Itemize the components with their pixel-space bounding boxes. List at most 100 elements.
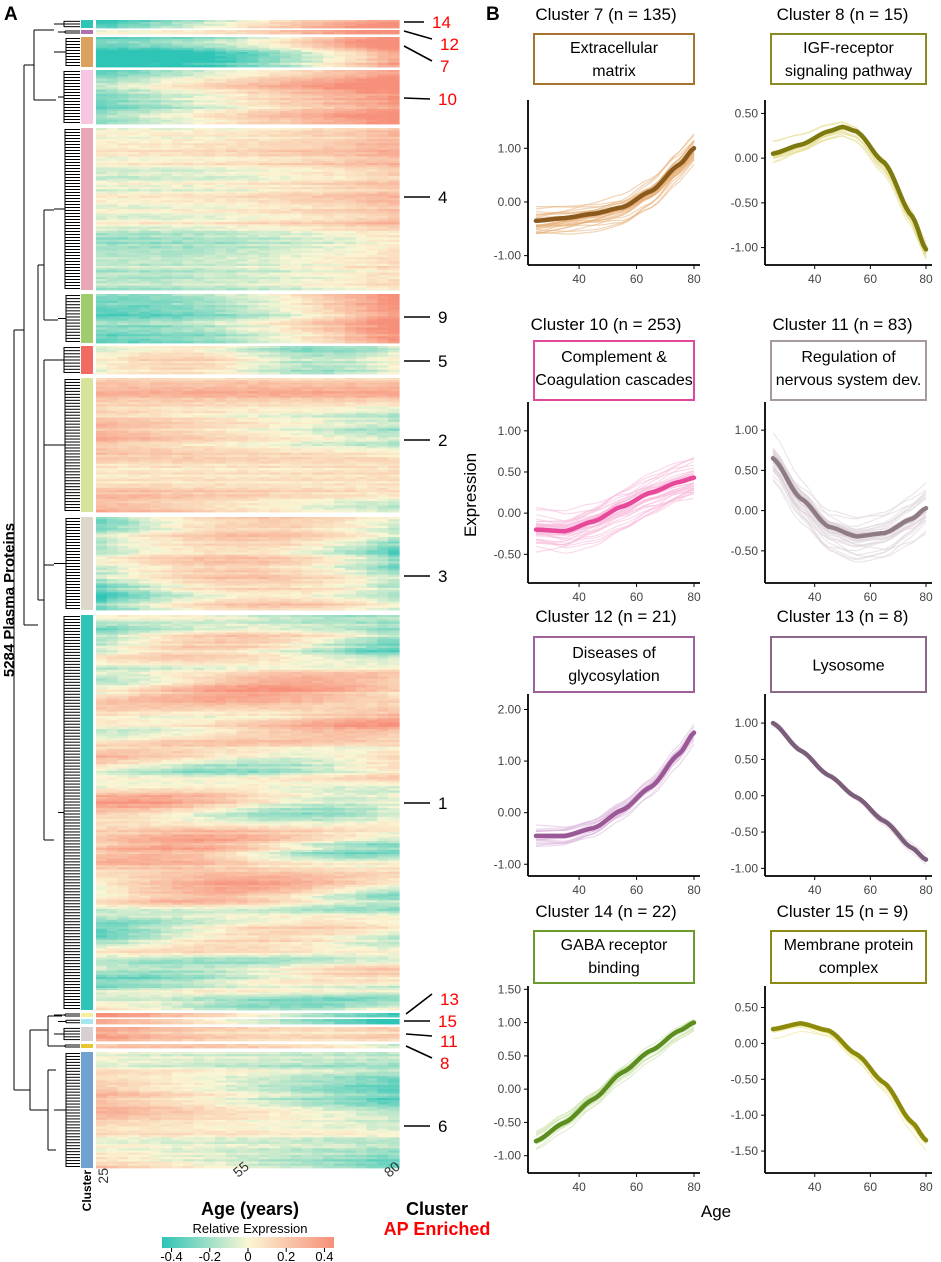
- heatmap-cell: [182, 111, 194, 114]
- heatmap-cell: [334, 62, 346, 66]
- heatmap-cell: [355, 367, 368, 371]
- heatmap-cell: [269, 145, 281, 149]
- heatmap-cell: [96, 20, 108, 23]
- heatmap-cell: [193, 239, 205, 243]
- heatmap-cell: [312, 246, 324, 249]
- heatmap-cell: [117, 52, 130, 55]
- heatmap-cell: [247, 384, 259, 388]
- heatmap-cell: [355, 176, 368, 179]
- heatmap-cell: [290, 259, 303, 262]
- heatmap-cell: [247, 350, 259, 353]
- heatmap-cell: [215, 235, 227, 238]
- heatmap-cell: [301, 224, 314, 227]
- heatmap-cell: [388, 215, 400, 219]
- heatmap-cell: [258, 95, 270, 99]
- heatmap-cell: [117, 149, 130, 153]
- heatmap-cell: [117, 202, 130, 206]
- heatmap-cell: [355, 85, 368, 88]
- heatmap-cell: [128, 384, 140, 388]
- heatmap-cell: [258, 325, 270, 328]
- heatmap-cell: [96, 113, 108, 116]
- heatmap-cell: [139, 134, 151, 138]
- heatmap-cell: [236, 257, 249, 260]
- heatmap-cell: [171, 187, 184, 190]
- heatmap-cell: [323, 361, 335, 364]
- heatmap-cell: [388, 325, 400, 328]
- heatmap-cell: [323, 39, 335, 42]
- heatmap-cell: [312, 340, 324, 344]
- heatmap-cell: [117, 356, 130, 360]
- heatmap-cell: [150, 346, 162, 349]
- heatmap-cell: [182, 300, 194, 304]
- heatmap-cell: [150, 206, 162, 210]
- heatmap-cell: [334, 226, 346, 230]
- heatmap-cell: [236, 279, 249, 282]
- heatmap-cell: [334, 302, 346, 306]
- heatmap-cell: [312, 43, 324, 46]
- heatmap-cell: [225, 261, 238, 265]
- heatmap-cell: [258, 241, 270, 245]
- heatmap-cell: [258, 132, 270, 135]
- heatmap-cell: [236, 363, 249, 366]
- heatmap-cell: [182, 187, 194, 190]
- heatmap-cell: [160, 239, 173, 243]
- heatmap-cell: [139, 270, 151, 273]
- heatmap-cell: [377, 268, 389, 271]
- heatmap-cell: [290, 265, 303, 269]
- heatmap-cell: [377, 356, 389, 360]
- heatmap-cell: [204, 58, 216, 61]
- heatmap-cell: [344, 356, 357, 360]
- heatmap-cell: [160, 331, 173, 335]
- heatmap-cell: [160, 230, 173, 234]
- heatmap-cell: [388, 82, 400, 86]
- heatmap-cell: [334, 270, 346, 273]
- heatmap-cell: [388, 206, 400, 210]
- heatmap-cell: [290, 244, 303, 247]
- heatmap-cell: [106, 108, 119, 112]
- heatmap-cell: [139, 384, 151, 388]
- heatmap-cell: [344, 62, 357, 66]
- heatmap-cell: [225, 354, 238, 358]
- heatmap-cell: [269, 39, 281, 42]
- heatmap-cell: [193, 100, 205, 103]
- heatmap-cell: [258, 165, 270, 168]
- heatmap-cell: [171, 281, 184, 284]
- heatmap-cell: [334, 85, 346, 88]
- heatmap-cell: [96, 226, 108, 230]
- heatmap-cell: [247, 213, 259, 216]
- heatmap-cell: [290, 49, 303, 53]
- heatmap-cell: [182, 200, 194, 203]
- heatmap-cell: [150, 143, 162, 146]
- heatmap-cell: [128, 134, 140, 138]
- heatmap-cell: [236, 311, 249, 315]
- heatmap-cell: [355, 121, 368, 125]
- heatmap-cell: [388, 316, 400, 319]
- heatmap-cell: [215, 117, 227, 121]
- heatmap-cell: [171, 56, 184, 59]
- heatmap-cell: [150, 369, 162, 373]
- heatmap-cell: [204, 76, 216, 80]
- heatmap-cell: [355, 263, 368, 267]
- heatmap-cell: [290, 62, 303, 66]
- heatmap-cell: [269, 72, 281, 75]
- heatmap-cell: [225, 158, 238, 162]
- heatmap-cell: [117, 305, 130, 308]
- heatmap-cell: [215, 145, 227, 149]
- heatmap-cell: [96, 108, 108, 112]
- heatmap-cell: [334, 268, 346, 271]
- heatmap-cell: [323, 283, 335, 287]
- heatmap-cell: [366, 386, 378, 390]
- heatmap-cell: [128, 37, 140, 40]
- heatmap-cell: [117, 311, 130, 315]
- cluster-color-bar: [81, 20, 93, 1168]
- heatmap-cell: [334, 32, 346, 35]
- heatmap-cell: [160, 250, 173, 254]
- heatmap-cell: [269, 160, 281, 164]
- heatmap-cell: [377, 246, 389, 249]
- heatmap-cell: [150, 318, 162, 322]
- heatmap-cell: [106, 141, 119, 144]
- heatmap-cell: [344, 20, 357, 23]
- heatmap-cell: [236, 165, 249, 168]
- heatmap-cell: [355, 388, 368, 392]
- heatmap-cell: [388, 281, 400, 284]
